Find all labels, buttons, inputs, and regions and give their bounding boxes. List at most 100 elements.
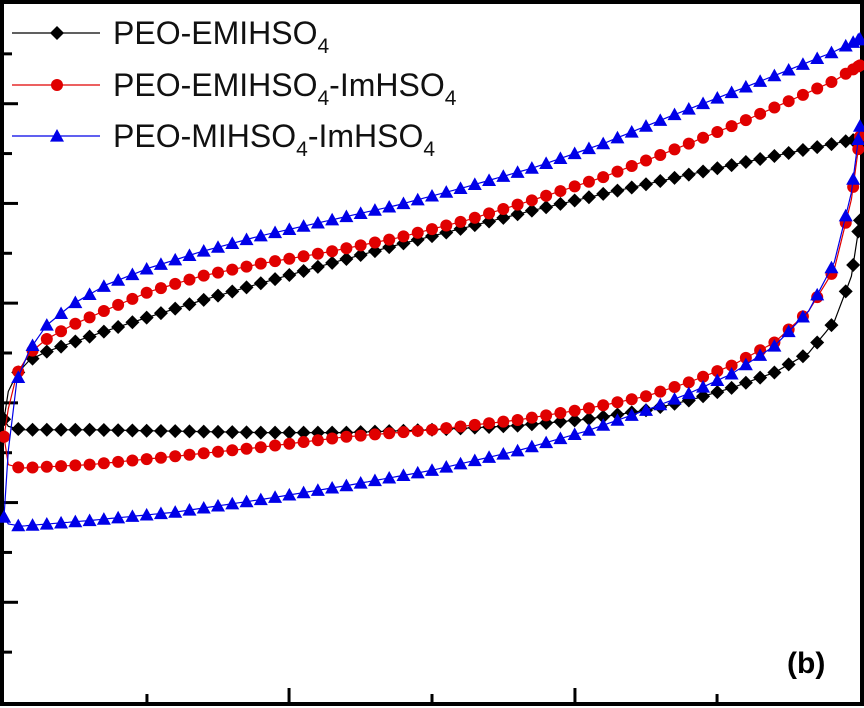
series-2-point xyxy=(654,385,667,398)
series-3-point xyxy=(325,480,340,494)
series-1-point xyxy=(68,334,83,349)
series-1-point xyxy=(253,276,268,291)
series-2-point xyxy=(397,230,410,243)
series-3-point xyxy=(524,439,539,453)
series-3-point xyxy=(367,203,382,216)
series-2-point xyxy=(554,185,567,198)
series-2-point xyxy=(183,448,196,461)
series-3-point xyxy=(624,408,639,421)
series-1-point xyxy=(738,375,753,390)
series-3-point xyxy=(153,257,168,270)
series-1-point xyxy=(510,207,525,222)
series-3-point xyxy=(68,514,83,528)
series-2-point xyxy=(768,101,781,114)
series-3-point xyxy=(553,431,568,445)
series-1-point xyxy=(39,344,54,359)
series-1-point xyxy=(211,424,225,439)
series-3-point xyxy=(125,267,140,281)
series-3-point xyxy=(211,240,225,253)
series-2-point xyxy=(440,422,453,435)
series-2-point xyxy=(326,245,339,258)
series-3-point xyxy=(339,478,354,492)
series-1-point xyxy=(139,310,154,325)
legend-entry-1: PEO-EMIHSO4 xyxy=(12,15,329,58)
series-3-point xyxy=(639,403,653,416)
series-3-point xyxy=(253,492,268,506)
series-3-point xyxy=(639,119,653,132)
series-2-point xyxy=(126,292,139,305)
series-2-point xyxy=(739,114,752,127)
series-2-point xyxy=(825,76,838,89)
legend: PEO-EMIHSO4 PEO-EMIHSO4-ImHSO4 PEO-MIHSO4-… xyxy=(12,15,457,161)
series-2-point xyxy=(254,441,267,454)
series-3-point xyxy=(781,324,796,338)
series-3-point xyxy=(111,273,126,286)
series-1-point xyxy=(225,425,240,440)
series-2-point xyxy=(26,461,39,474)
series-1-point xyxy=(781,145,796,160)
series-1-point xyxy=(653,174,668,189)
series-2-point xyxy=(340,242,353,255)
series-2-point xyxy=(283,437,296,450)
series-1-point xyxy=(68,422,83,437)
series-3-point xyxy=(396,196,411,210)
series-3-point xyxy=(282,487,297,501)
series-3-point xyxy=(795,309,810,323)
series-3-point xyxy=(795,57,810,70)
series-3-point xyxy=(325,212,340,226)
series-2-point xyxy=(782,95,795,108)
series-3-point xyxy=(510,443,525,457)
series-3-point xyxy=(268,490,283,503)
series-3-point xyxy=(310,483,325,496)
series-3-point xyxy=(653,397,668,411)
series-2-point xyxy=(640,390,652,403)
series-2-point xyxy=(340,430,353,443)
series-1-point xyxy=(853,213,864,228)
series-2-point xyxy=(12,461,25,474)
series-1-point xyxy=(553,414,568,429)
series-1-point xyxy=(596,409,611,424)
series-2-point xyxy=(55,460,68,473)
series-3-point xyxy=(496,169,511,182)
series-2-point xyxy=(682,137,695,150)
series-2-point xyxy=(754,107,767,120)
series-3-point xyxy=(367,473,382,487)
series-3-point xyxy=(296,219,311,232)
series-1-point xyxy=(139,423,154,438)
series-3-point xyxy=(667,392,682,405)
series-3-point xyxy=(54,306,69,320)
series-2-point xyxy=(240,260,253,273)
series-3-point xyxy=(196,244,211,257)
series-3-point xyxy=(353,476,368,489)
series-3-point xyxy=(211,498,225,512)
series-2-point xyxy=(554,407,567,420)
series-1-point xyxy=(681,167,696,182)
series-3-point xyxy=(710,90,725,104)
series-3-point xyxy=(382,470,397,484)
series-3-point xyxy=(581,141,596,155)
series-1-point xyxy=(239,280,254,295)
legend-label: PEO-MIHSO4-ImHSO4 xyxy=(113,118,435,161)
series-3-point xyxy=(253,228,268,242)
series-3-point xyxy=(11,370,26,384)
series-2-point xyxy=(411,226,424,239)
series-3-point xyxy=(182,248,197,261)
series-1-point xyxy=(851,224,864,239)
series-2-point xyxy=(640,154,652,167)
series-1-point xyxy=(810,140,825,155)
series-2-point xyxy=(697,131,710,144)
series-2-point xyxy=(212,266,224,279)
series-3-point xyxy=(824,45,839,59)
series-2-point xyxy=(197,269,210,282)
series-1-point xyxy=(367,244,382,259)
series-1-point xyxy=(596,186,611,201)
series-1-point xyxy=(824,318,839,333)
series-1-point xyxy=(0,412,11,427)
series-3-point xyxy=(724,366,739,380)
series-2-point xyxy=(582,402,595,415)
series-2-point xyxy=(625,393,638,406)
series-1-point xyxy=(153,423,168,438)
series-2-point xyxy=(725,120,738,133)
series-3-point xyxy=(846,172,861,185)
series-3-point xyxy=(667,107,682,121)
